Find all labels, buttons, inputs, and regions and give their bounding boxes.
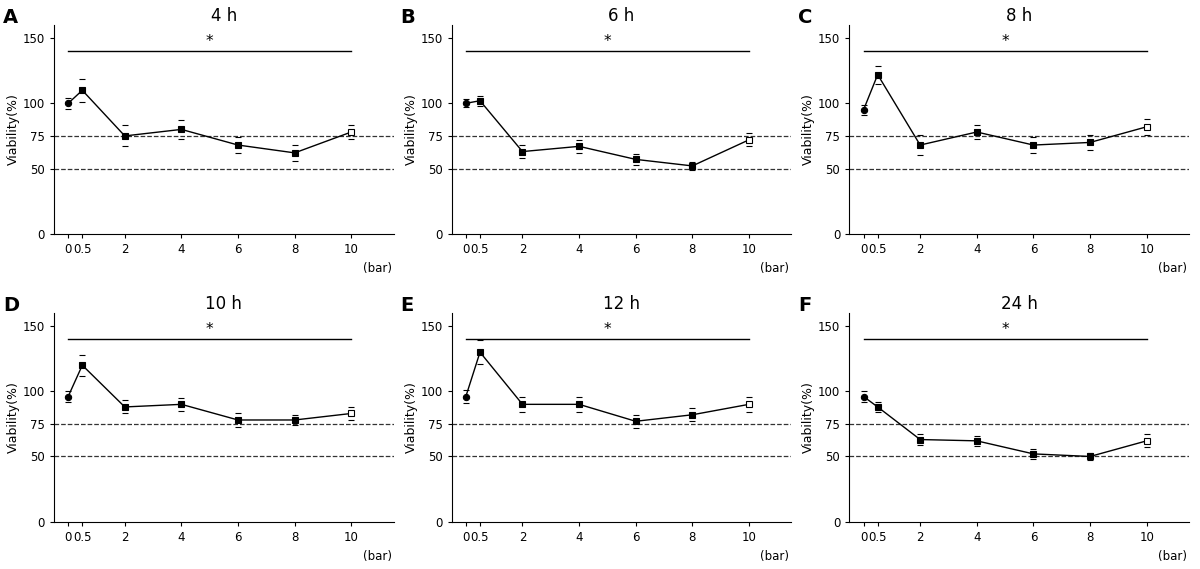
Text: *: * (1001, 34, 1009, 50)
Y-axis label: Viability(%): Viability(%) (7, 93, 20, 166)
Y-axis label: Viability(%): Viability(%) (803, 93, 815, 166)
Text: *: * (604, 322, 611, 337)
Text: (bar): (bar) (1158, 262, 1187, 275)
Y-axis label: Viability(%): Viability(%) (404, 93, 418, 166)
Title: 10 h: 10 h (205, 295, 242, 313)
Text: *: * (206, 34, 214, 50)
Text: (bar): (bar) (761, 550, 790, 563)
Text: (bar): (bar) (362, 550, 391, 563)
Text: *: * (1001, 322, 1009, 337)
Text: D: D (4, 296, 19, 315)
Title: 24 h: 24 h (1001, 295, 1038, 313)
Title: 8 h: 8 h (1006, 7, 1032, 25)
Y-axis label: Viability(%): Viability(%) (404, 381, 418, 453)
Text: F: F (798, 296, 811, 315)
Title: 6 h: 6 h (608, 7, 635, 25)
Text: (bar): (bar) (761, 262, 790, 275)
Title: 12 h: 12 h (604, 295, 640, 313)
Y-axis label: Viability(%): Viability(%) (7, 381, 20, 453)
Text: *: * (604, 34, 611, 50)
Text: C: C (798, 9, 812, 27)
Text: (bar): (bar) (362, 262, 391, 275)
Y-axis label: Viability(%): Viability(%) (803, 381, 815, 453)
Text: B: B (401, 9, 415, 27)
Title: 4 h: 4 h (211, 7, 238, 25)
Text: *: * (206, 322, 214, 337)
Text: A: A (4, 9, 18, 27)
Text: (bar): (bar) (1158, 550, 1187, 563)
Text: E: E (401, 296, 414, 315)
